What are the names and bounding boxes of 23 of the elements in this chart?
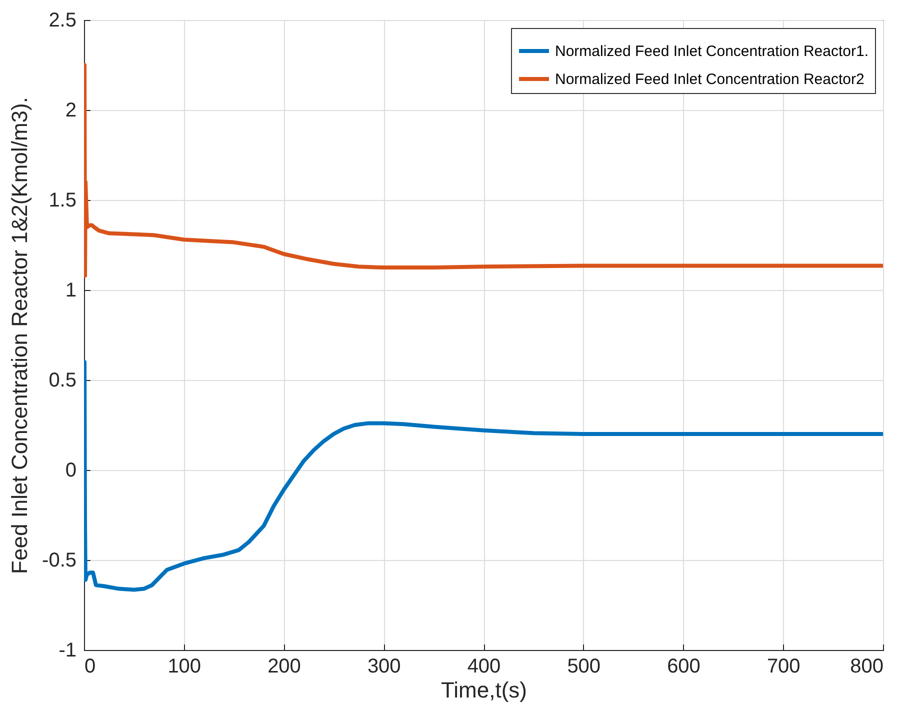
y-axis-title: Feed Inlet Concentration Reactor 1&2(Kmol/m3).: [7, 97, 32, 574]
y-tick-label: 2: [65, 100, 76, 122]
y-tick-label: -1: [58, 640, 76, 662]
line-series: [84, 360, 883, 592]
x-tick-label: 200: [268, 656, 301, 678]
x-tick-label: 500: [567, 656, 601, 678]
x-tick-label: 700: [766, 656, 800, 678]
x-axis-title: Time,t(s): [441, 678, 527, 702]
y-tick-label: 1.5: [48, 190, 76, 212]
x-tick-label: 600: [667, 656, 700, 678]
line-series: [84, 63, 883, 278]
y-tick-label: 0: [65, 460, 76, 482]
x-tick-label: 300: [367, 656, 401, 678]
x-tick-label: 400: [467, 656, 501, 678]
y-tick-label: -0.5: [42, 550, 76, 572]
y-tick-label: 0.5: [48, 370, 76, 392]
x-tick-label: 100: [168, 656, 202, 678]
y-tick-label: 2.5: [48, 10, 76, 32]
x-tick-label: 0: [84, 656, 96, 678]
x-tick-label: 800: [850, 656, 884, 678]
y-tick-label: 1: [65, 280, 76, 302]
legend-label: Normalized Feed Inlet Concentration Reactor2: [555, 71, 864, 88]
legend-label: Normalized Feed Inlet Concentration Reactor1.: [555, 43, 868, 60]
